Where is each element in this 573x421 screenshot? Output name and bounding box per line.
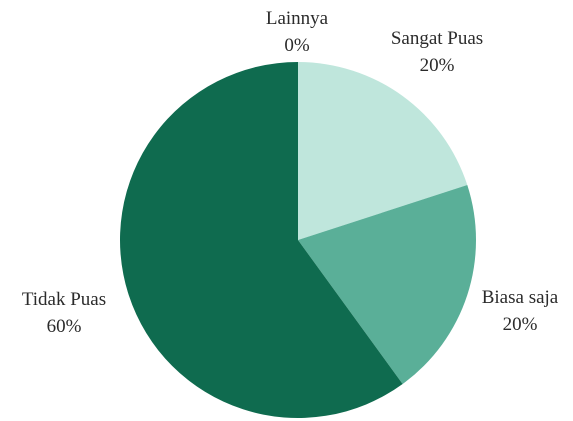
pie-labels: Sangat Puas 20% Biasa saja 20% Tidak Pua… (22, 8, 559, 337)
slice-value-sangat-puas: 20% (420, 55, 455, 76)
pie-slice-tidak-puas (120, 62, 403, 418)
pie-slice-sangat-puas (298, 62, 468, 240)
slice-value-tidak-puas: 60% (47, 316, 82, 337)
slice-label-biasa-saja: Biasa saja (482, 287, 559, 308)
slice-value-lainnya: 0% (284, 35, 310, 56)
pie-slice-biasa-saja (298, 184, 476, 385)
slice-label-lainnya: Lainnya (266, 8, 329, 29)
pie-slices (120, 62, 476, 418)
slice-label-tidak-puas: Tidak Puas (22, 289, 106, 310)
slice-label-sangat-puas: Sangat Puas (391, 28, 483, 49)
slice-value-biasa-saja: 20% (503, 314, 538, 335)
